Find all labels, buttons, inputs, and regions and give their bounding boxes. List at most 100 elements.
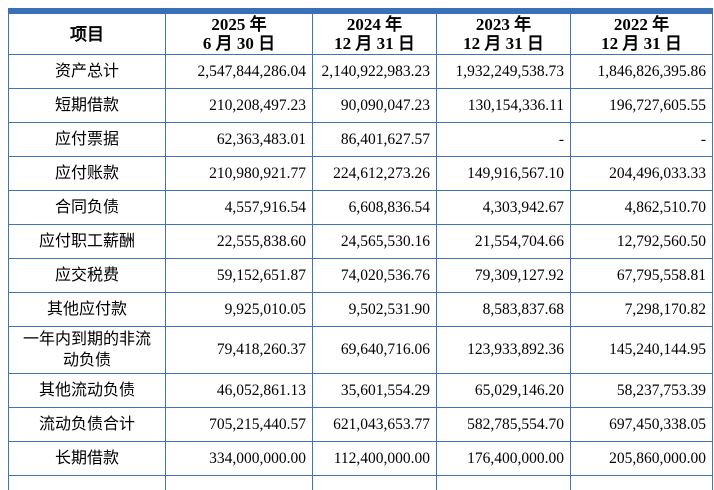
value-cell	[165, 475, 313, 490]
row-label: 一年内到期的非流动负债	[22, 331, 151, 369]
row-label: 应交税费	[54, 267, 119, 284]
column-header-period-2023: 2023 年 12 月 31 日	[436, 10, 571, 55]
value-cell: 204,496,033.33	[570, 156, 713, 191]
value-cell: 1,932,249,538.73	[436, 54, 571, 89]
value-cell: 67,795,558.81	[570, 258, 713, 293]
value-cell: 69,640,716.06	[312, 326, 437, 374]
value-cell: 145,240,144.95	[570, 326, 713, 374]
period-date: 12 月 31 日	[463, 34, 544, 53]
value-cell: 123,933,892.36	[436, 326, 571, 374]
value-cell: 35,601,554.29	[312, 373, 437, 408]
value-cell: -	[436, 122, 571, 157]
value-cell: 58,237,753.39	[570, 373, 713, 408]
value-cell: 7,298,170.82	[570, 292, 713, 327]
row-label-cell: 应付账款	[8, 156, 166, 191]
value-cell: 224,612,273.26	[312, 156, 437, 191]
value-cell: 130,154,336.11	[436, 88, 571, 123]
row-label-cell: 一年内到期的非流动负债	[8, 326, 166, 374]
value-cell: 22,555,838.60	[165, 224, 313, 259]
value-cell: 705,215,440.57	[165, 407, 313, 442]
row-label-cell: 长期借款	[8, 441, 166, 476]
value-cell: 334,000,000.00	[165, 441, 313, 476]
row-label: 应付票据	[54, 131, 119, 148]
value-cell: 90,090,047.23	[312, 88, 437, 123]
column-header-item: 项目	[8, 10, 166, 55]
value-cell: 8,583,837.68	[436, 292, 571, 327]
value-cell: 62,363,483.01	[165, 122, 313, 157]
value-cell: 149,916,567.10	[436, 156, 571, 191]
row-label: 短期借款	[54, 97, 119, 114]
value-cell: 2,547,844,286.04	[165, 54, 313, 89]
row-label: 其他应付款	[46, 301, 127, 318]
value-cell: 196,727,605.55	[570, 88, 713, 123]
table-row: 应付票据 62,363,483.01 86,401,627.57- -	[8, 122, 713, 157]
partial-row	[8, 475, 713, 490]
row-label-cell: 其他应付款	[8, 292, 166, 327]
row-label: 资产总计	[54, 63, 119, 80]
row-label-cell	[8, 475, 166, 490]
value-cell: 210,208,497.23	[165, 88, 313, 123]
row-label: 长期借款	[54, 450, 119, 467]
table-row: 合同负债 4,557,916.54 6,608,836.54 4,303,942.67…	[8, 190, 713, 225]
value-cell: 697,450,338.05	[570, 407, 713, 442]
value-cell: 4,862,510.70	[570, 190, 713, 225]
period-year: 2025 年	[211, 15, 267, 34]
header-row: 项目 2025 年 6 月 30 日 2024 年 12 月 31 日 2023…	[8, 10, 713, 55]
row-label-cell: 应付职工薪酬	[8, 224, 166, 259]
table-row: 其他流动负债 46,052,861.13 35,601,554.29 65,029,1…	[8, 373, 713, 408]
table-row: 流动负债合计 705,215,440.57 621,043,653.77 582,78…	[8, 407, 713, 442]
table-row: 其他应付款 9,925,010.05 9,502,531.90 8,583,837.6…	[8, 292, 713, 327]
value-cell: 12,792,560.50	[570, 224, 713, 259]
row-label: 应付职工薪酬	[38, 233, 135, 250]
period-year: 2023 年	[475, 15, 532, 34]
value-cell: 6,608,836.54	[312, 190, 437, 225]
column-header-period-2025: 2025 年 6 月 30 日	[165, 10, 313, 55]
table-row: 应付账款 210,980,921.77 224,612,273.26 149,916,…	[8, 156, 713, 191]
period-date: 12 月 31 日	[601, 34, 682, 53]
value-cell	[312, 475, 437, 490]
value-cell: 621,043,653.77	[312, 407, 437, 442]
value-cell: 65,029,146.20	[436, 373, 571, 408]
value-cell: 79,309,127.92	[436, 258, 571, 293]
value-cell	[570, 475, 713, 490]
row-label-cell: 流动负债合计	[8, 407, 166, 442]
value-cell: 582,785,554.70	[436, 407, 571, 442]
table-body: 资产总计 2,547,844,286.04 2,140,922,983.23 1,93…	[8, 54, 713, 490]
column-header-period-2024: 2024 年 12 月 31 日	[312, 10, 437, 55]
value-cell: 205,860,000.00	[570, 441, 713, 476]
period-date: 12 月 31 日	[334, 34, 415, 53]
value-cell: -	[570, 122, 713, 157]
row-label-cell: 合同负债	[8, 190, 166, 225]
value-cell: 210,980,921.77	[165, 156, 313, 191]
value-cell: 9,925,010.05	[165, 292, 313, 327]
value-cell: 112,400,000.00	[312, 441, 437, 476]
row-label-cell: 短期借款	[8, 88, 166, 123]
period-date: 6 月 30 日	[202, 34, 276, 53]
value-cell: 2,140,922,983.23	[312, 54, 437, 89]
column-header-period-2022: 2022 年 12 月 31 日	[570, 10, 713, 55]
table-row: 应付职工薪酬 22,555,838.60 24,565,530.16 21,554,7…	[8, 224, 713, 259]
row-label-cell: 应付票据	[8, 122, 166, 157]
row-label-cell: 其他流动负债	[8, 373, 166, 408]
table-row: 应交税费 59,152,651.87 74,020,536.76 79,309,127…	[8, 258, 713, 293]
value-cell: 86,401,627.57	[312, 122, 437, 157]
table-row: 长期借款 334,000,000.00 112,400,000.00 176,400,…	[8, 441, 713, 476]
row-label: 应付账款	[54, 165, 119, 182]
value-cell: 176,400,000.00	[436, 441, 571, 476]
value-cell: 4,557,916.54	[165, 190, 313, 225]
value-cell: 9,502,531.90	[312, 292, 437, 327]
value-cell: 46,052,861.13	[165, 373, 313, 408]
value-cell	[436, 475, 571, 490]
period-year: 2022 年	[613, 15, 670, 34]
financial-table: 项目 2025 年 6 月 30 日 2024 年 12 月 31 日 2023…	[8, 8, 713, 490]
table-row: 短期借款 210,208,497.23 90,090,047.23 130,154,3…	[8, 88, 713, 123]
value-cell: 24,565,530.16	[312, 224, 437, 259]
row-label-cell: 应交税费	[8, 258, 166, 293]
table-row: 一年内到期的非流动负债 79,418,260.37 69,640,716.06 123…	[8, 326, 713, 374]
value-cell: 1,846,826,395.86	[570, 54, 713, 89]
row-label-cell: 资产总计	[8, 54, 166, 89]
table-row: 资产总计 2,547,844,286.04 2,140,922,983.23 1,93…	[8, 54, 713, 89]
row-label: 合同负债	[54, 199, 119, 216]
row-label: 流动负债合计	[38, 416, 135, 433]
row-label: 其他流动负债	[38, 382, 135, 399]
